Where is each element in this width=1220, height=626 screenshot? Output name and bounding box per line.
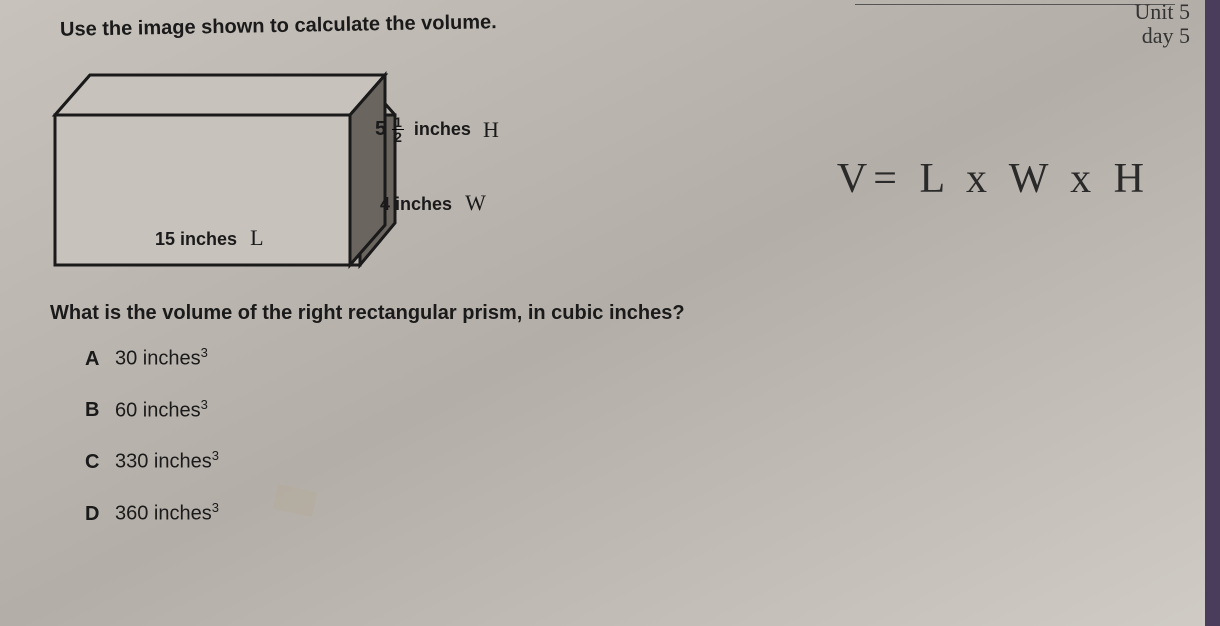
height-whole: 5	[375, 118, 386, 141]
choice-value: 360 inches3	[115, 500, 219, 526]
choice-letter: D	[85, 503, 105, 526]
length-value: 15 inches	[155, 229, 237, 249]
page-right-edge	[1205, 0, 1220, 626]
choice-value: 30 inches3	[115, 345, 208, 371]
unit-label: Unit 5	[1134, 0, 1190, 24]
choice-letter: A	[85, 348, 105, 371]
choice-c[interactable]: C 330 inches3	[85, 448, 219, 474]
paper-smudge	[273, 484, 317, 517]
day-label: day 5	[1134, 24, 1190, 48]
question-text: What is the volume of the right rectangu…	[50, 302, 685, 325]
choice-value: 60 inches3	[115, 397, 208, 423]
height-unit: inches	[414, 119, 471, 140]
width-value: 4 inches	[380, 194, 452, 214]
prism-overlay	[40, 55, 460, 290]
choice-d[interactable]: D 360 inches3	[85, 500, 219, 526]
choice-letter: C	[85, 451, 105, 474]
choice-b[interactable]: B 60 inches3	[85, 397, 219, 423]
width-var-label: W	[465, 190, 486, 215]
choice-a[interactable]: A 30 inches3	[85, 345, 219, 371]
length-var-label: L	[250, 225, 263, 250]
question-prompt: Use the image shown to calculate the vol…	[60, 11, 497, 42]
height-denominator: 2	[392, 130, 404, 144]
choice-letter: B	[85, 399, 105, 422]
prism-diagram	[40, 55, 460, 290]
height-var-label: H	[483, 117, 499, 143]
answer-choices: A 30 inches3 B 60 inches3 C 330 inches3 …	[85, 345, 219, 552]
height-fraction: 1 2	[392, 115, 404, 144]
height-numerator: 1	[392, 115, 404, 130]
header-line	[855, 4, 1175, 5]
height-dimension: 5 1 2 inches H	[375, 115, 499, 144]
width-dimension: 4 inches W	[380, 190, 486, 216]
volume-formula: V= L x W x H	[837, 155, 1150, 203]
worksheet-page: Unit 5 day 5 Use the image shown to calc…	[0, 0, 1220, 626]
length-dimension: 15 inches L	[155, 225, 264, 251]
choice-value: 330 inches3	[115, 448, 219, 474]
unit-day-annotation: Unit 5 day 5	[1134, 0, 1190, 48]
